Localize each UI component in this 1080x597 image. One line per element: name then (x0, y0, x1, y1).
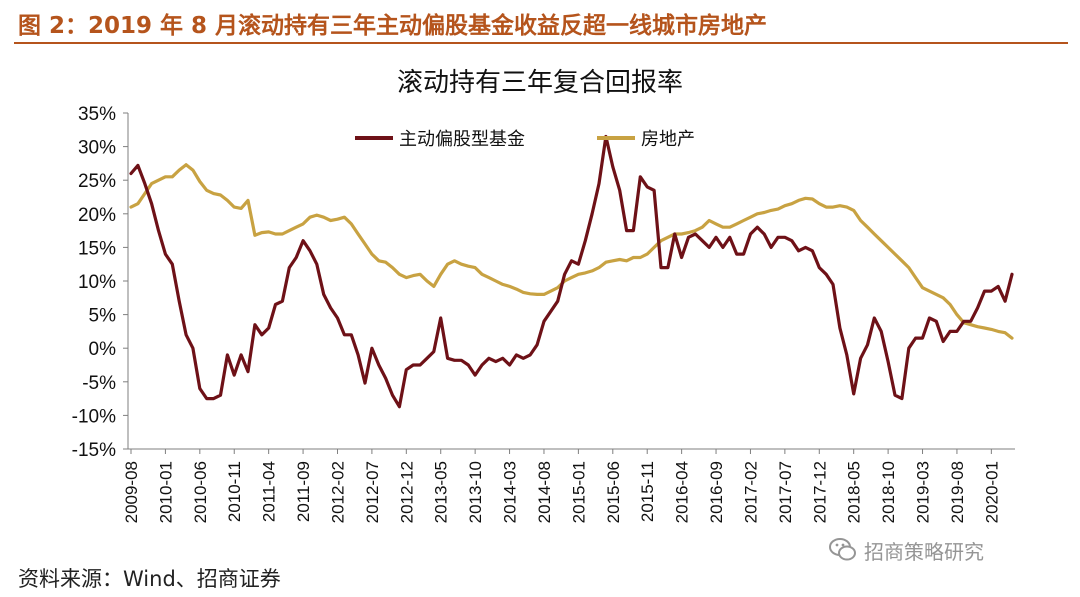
x-tick-label: 2020-01 (982, 461, 1001, 523)
series-layer (129, 134, 1014, 409)
x-tick-label: 2012-07 (363, 461, 382, 523)
y-tick-label: 15% (78, 238, 116, 259)
y-tick-label: 35% (78, 104, 116, 125)
x-tick-label: 2019-03 (914, 461, 933, 523)
y-tick-label: -10% (72, 406, 116, 427)
x-tick-label: 2012-12 (397, 461, 416, 523)
x-tick-label: 2016-04 (673, 461, 692, 523)
y-tick-label: 0% (89, 339, 117, 360)
x-tick-label: 2019-08 (948, 461, 967, 523)
x-tick-label: 2013-05 (432, 461, 451, 523)
x-tick-label: 2010-06 (191, 461, 210, 523)
x-tick-label: 2018-05 (845, 461, 864, 523)
x-tick-label: 2016-09 (707, 461, 726, 523)
chart-axes: -15% -10% -5% 0% 5% 10% 15% 20% 25% 30% 35% 2009-08… (72, 104, 1015, 523)
series-line-fund (129, 134, 1014, 409)
x-tick-label: 2017-02 (741, 461, 760, 523)
chart-legend: 主动偏股型基金 房地产 (355, 129, 695, 150)
figure-title: 图 2：2019 年 8 月滚动持有三年主动偏股基金收益反超一线城市房地产 (18, 13, 768, 39)
y-tick-label: 10% (78, 272, 116, 293)
legend-label-fund: 主动偏股型基金 (399, 129, 525, 150)
x-tick-label: 2011-04 (260, 461, 279, 522)
chart-title: 滚动持有三年复合回报率 (397, 68, 683, 98)
source-note: 资料来源：Wind、招商证券 (18, 567, 281, 591)
y-tick-label: 20% (78, 205, 116, 226)
x-tick-label: 2013-10 (466, 461, 485, 523)
wechat-icon (829, 538, 856, 561)
title-divider (14, 42, 1068, 44)
y-tick-label: -5% (82, 373, 116, 394)
x-tick-label: 2009-08 (122, 461, 141, 523)
y-tick-label: 30% (78, 138, 116, 159)
x-tick-label: 2014-08 (535, 461, 554, 523)
x-tick-label: 2015-01 (569, 461, 588, 523)
series-line-property (129, 163, 1014, 340)
x-tick-label: 2010-01 (156, 461, 175, 523)
legend-label-property: 房地产 (641, 129, 695, 150)
x-tick-label: 2014-03 (501, 461, 520, 523)
y-tick-label: 25% (78, 171, 116, 192)
watermark: 招商策略研究 (828, 535, 984, 565)
x-tick-label: 2017-12 (810, 461, 829, 523)
x-tick-label: 2018-10 (879, 461, 898, 523)
watermark-text: 招商策略研究 (864, 539, 984, 564)
y-tick-label: -15% (72, 440, 116, 461)
y-tick-label: 5% (89, 306, 117, 327)
x-tick-label: 2010-11 (225, 461, 244, 522)
x-tick-label: 2015-06 (604, 461, 623, 523)
x-tick-label: 2012-02 (328, 461, 347, 523)
x-tick-label: 2015-11 (638, 461, 657, 522)
x-tick-label: 2017-07 (776, 461, 795, 523)
x-tick-label: 2011-09 (294, 461, 313, 522)
